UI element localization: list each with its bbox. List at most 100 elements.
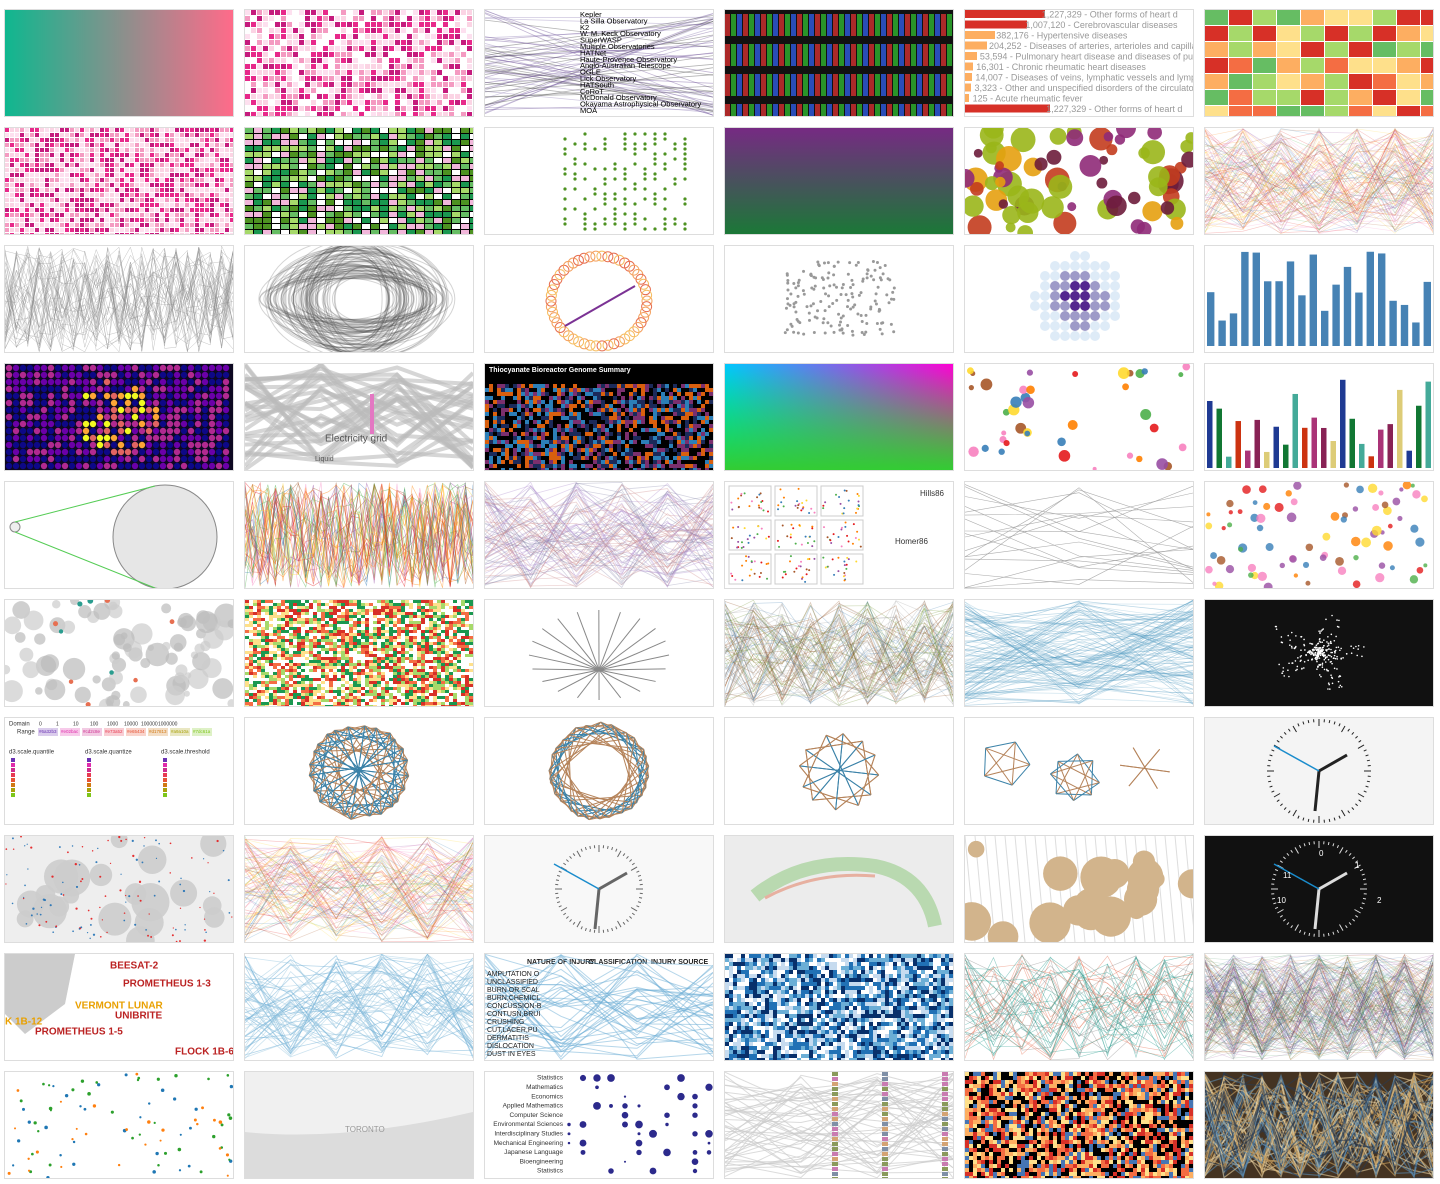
cell	[593, 384, 597, 388]
cell	[185, 183, 189, 187]
dot	[623, 227, 627, 231]
stroke	[287, 253, 420, 345]
dot	[593, 147, 597, 151]
pixel	[737, 14, 742, 36]
cell	[10, 198, 14, 202]
cell	[449, 76, 454, 81]
line	[1205, 152, 1433, 229]
cell	[15, 153, 19, 157]
cell	[362, 182, 370, 187]
cell	[371, 164, 379, 169]
gallery-thumbnail[interactable]	[4, 245, 234, 353]
cell	[175, 143, 179, 147]
cell	[371, 176, 379, 181]
gallery-thumbnail[interactable]	[244, 127, 474, 235]
cell	[389, 152, 397, 157]
cell	[110, 168, 114, 172]
cell	[165, 153, 169, 157]
label: Lick Observatory	[580, 74, 637, 83]
cell	[585, 408, 589, 412]
cell	[629, 428, 633, 432]
cell	[245, 46, 250, 51]
node	[811, 302, 815, 306]
cell	[545, 416, 549, 420]
gallery-thumbnail[interactable]	[1204, 9, 1434, 117]
cell	[581, 384, 585, 388]
gallery-thumbnail[interactable]	[1204, 127, 1434, 235]
gallery-thumbnail[interactable]: 1,227,329 - Other forms of heart d 1,007,…	[964, 9, 1194, 117]
cell	[293, 46, 298, 51]
cell	[533, 392, 537, 396]
cell	[505, 400, 509, 404]
cell	[573, 420, 577, 424]
cell	[693, 408, 697, 412]
gallery-thumbnail[interactable]	[244, 9, 474, 117]
cell	[70, 178, 74, 182]
cell	[165, 158, 169, 162]
dot	[603, 222, 607, 226]
dot	[593, 192, 597, 196]
cell	[245, 188, 253, 193]
cell	[589, 432, 593, 436]
pixel	[767, 44, 772, 66]
cell	[257, 88, 262, 93]
gallery-thumbnail[interactable]: Kepler La Silla Observatory K2 W. M. Keck O…	[484, 9, 714, 117]
cell	[293, 22, 298, 27]
hex	[19, 399, 27, 407]
pixel	[911, 104, 916, 116]
node	[812, 287, 816, 291]
gallery-thumbnail[interactable]	[484, 127, 714, 235]
gallery-thumbnail[interactable]	[724, 245, 954, 353]
gallery-thumbnail[interactable]	[4, 363, 234, 471]
hex	[222, 399, 230, 407]
cell	[155, 203, 159, 207]
gallery-thumbnail[interactable]	[484, 245, 714, 353]
cell	[641, 428, 645, 432]
cell	[395, 76, 400, 81]
cell	[641, 412, 645, 416]
cell	[341, 16, 346, 21]
cell	[215, 158, 219, 162]
cell	[705, 392, 709, 396]
gallery-thumbnail[interactable]	[1204, 245, 1434, 353]
gallery-thumbnail[interactable]	[964, 127, 1194, 235]
cell	[561, 408, 565, 412]
cell	[15, 223, 19, 227]
dot	[603, 142, 607, 146]
hex	[201, 378, 209, 386]
gallery-thumbnail[interactable]	[4, 9, 234, 117]
gallery-thumbnail[interactable]	[244, 245, 474, 353]
cell	[467, 64, 472, 69]
cell	[1205, 90, 1228, 105]
hex	[194, 392, 202, 400]
cell	[657, 400, 661, 404]
cell	[20, 158, 24, 162]
cell	[35, 128, 39, 132]
cell	[150, 213, 154, 217]
hex	[68, 385, 76, 393]
hex	[82, 378, 90, 386]
cell	[553, 424, 557, 428]
cell	[541, 440, 545, 444]
pixel	[863, 14, 868, 36]
gallery-thumbnail[interactable]	[964, 245, 1194, 353]
cell	[323, 34, 328, 39]
line	[485, 15, 713, 57]
cell	[130, 218, 134, 222]
stroke	[275, 246, 427, 352]
hex	[54, 378, 62, 386]
stroke	[292, 266, 424, 332]
cell	[537, 428, 541, 432]
gallery-thumbnail[interactable]	[4, 127, 234, 235]
cell	[470, 200, 473, 205]
gallery-thumbnail[interactable]	[724, 127, 954, 235]
cell	[65, 163, 69, 167]
gallery-thumbnail[interactable]: Thiocyanate Bioreactor Genome Summary	[484, 363, 714, 471]
cell	[30, 208, 34, 212]
gallery-thumbnail[interactable]: Electricity grid Liquid	[244, 363, 474, 471]
cell	[155, 228, 159, 232]
cell	[553, 396, 557, 400]
dot	[583, 147, 587, 151]
gallery-thumbnail[interactable]	[724, 9, 954, 117]
cell	[287, 40, 292, 45]
